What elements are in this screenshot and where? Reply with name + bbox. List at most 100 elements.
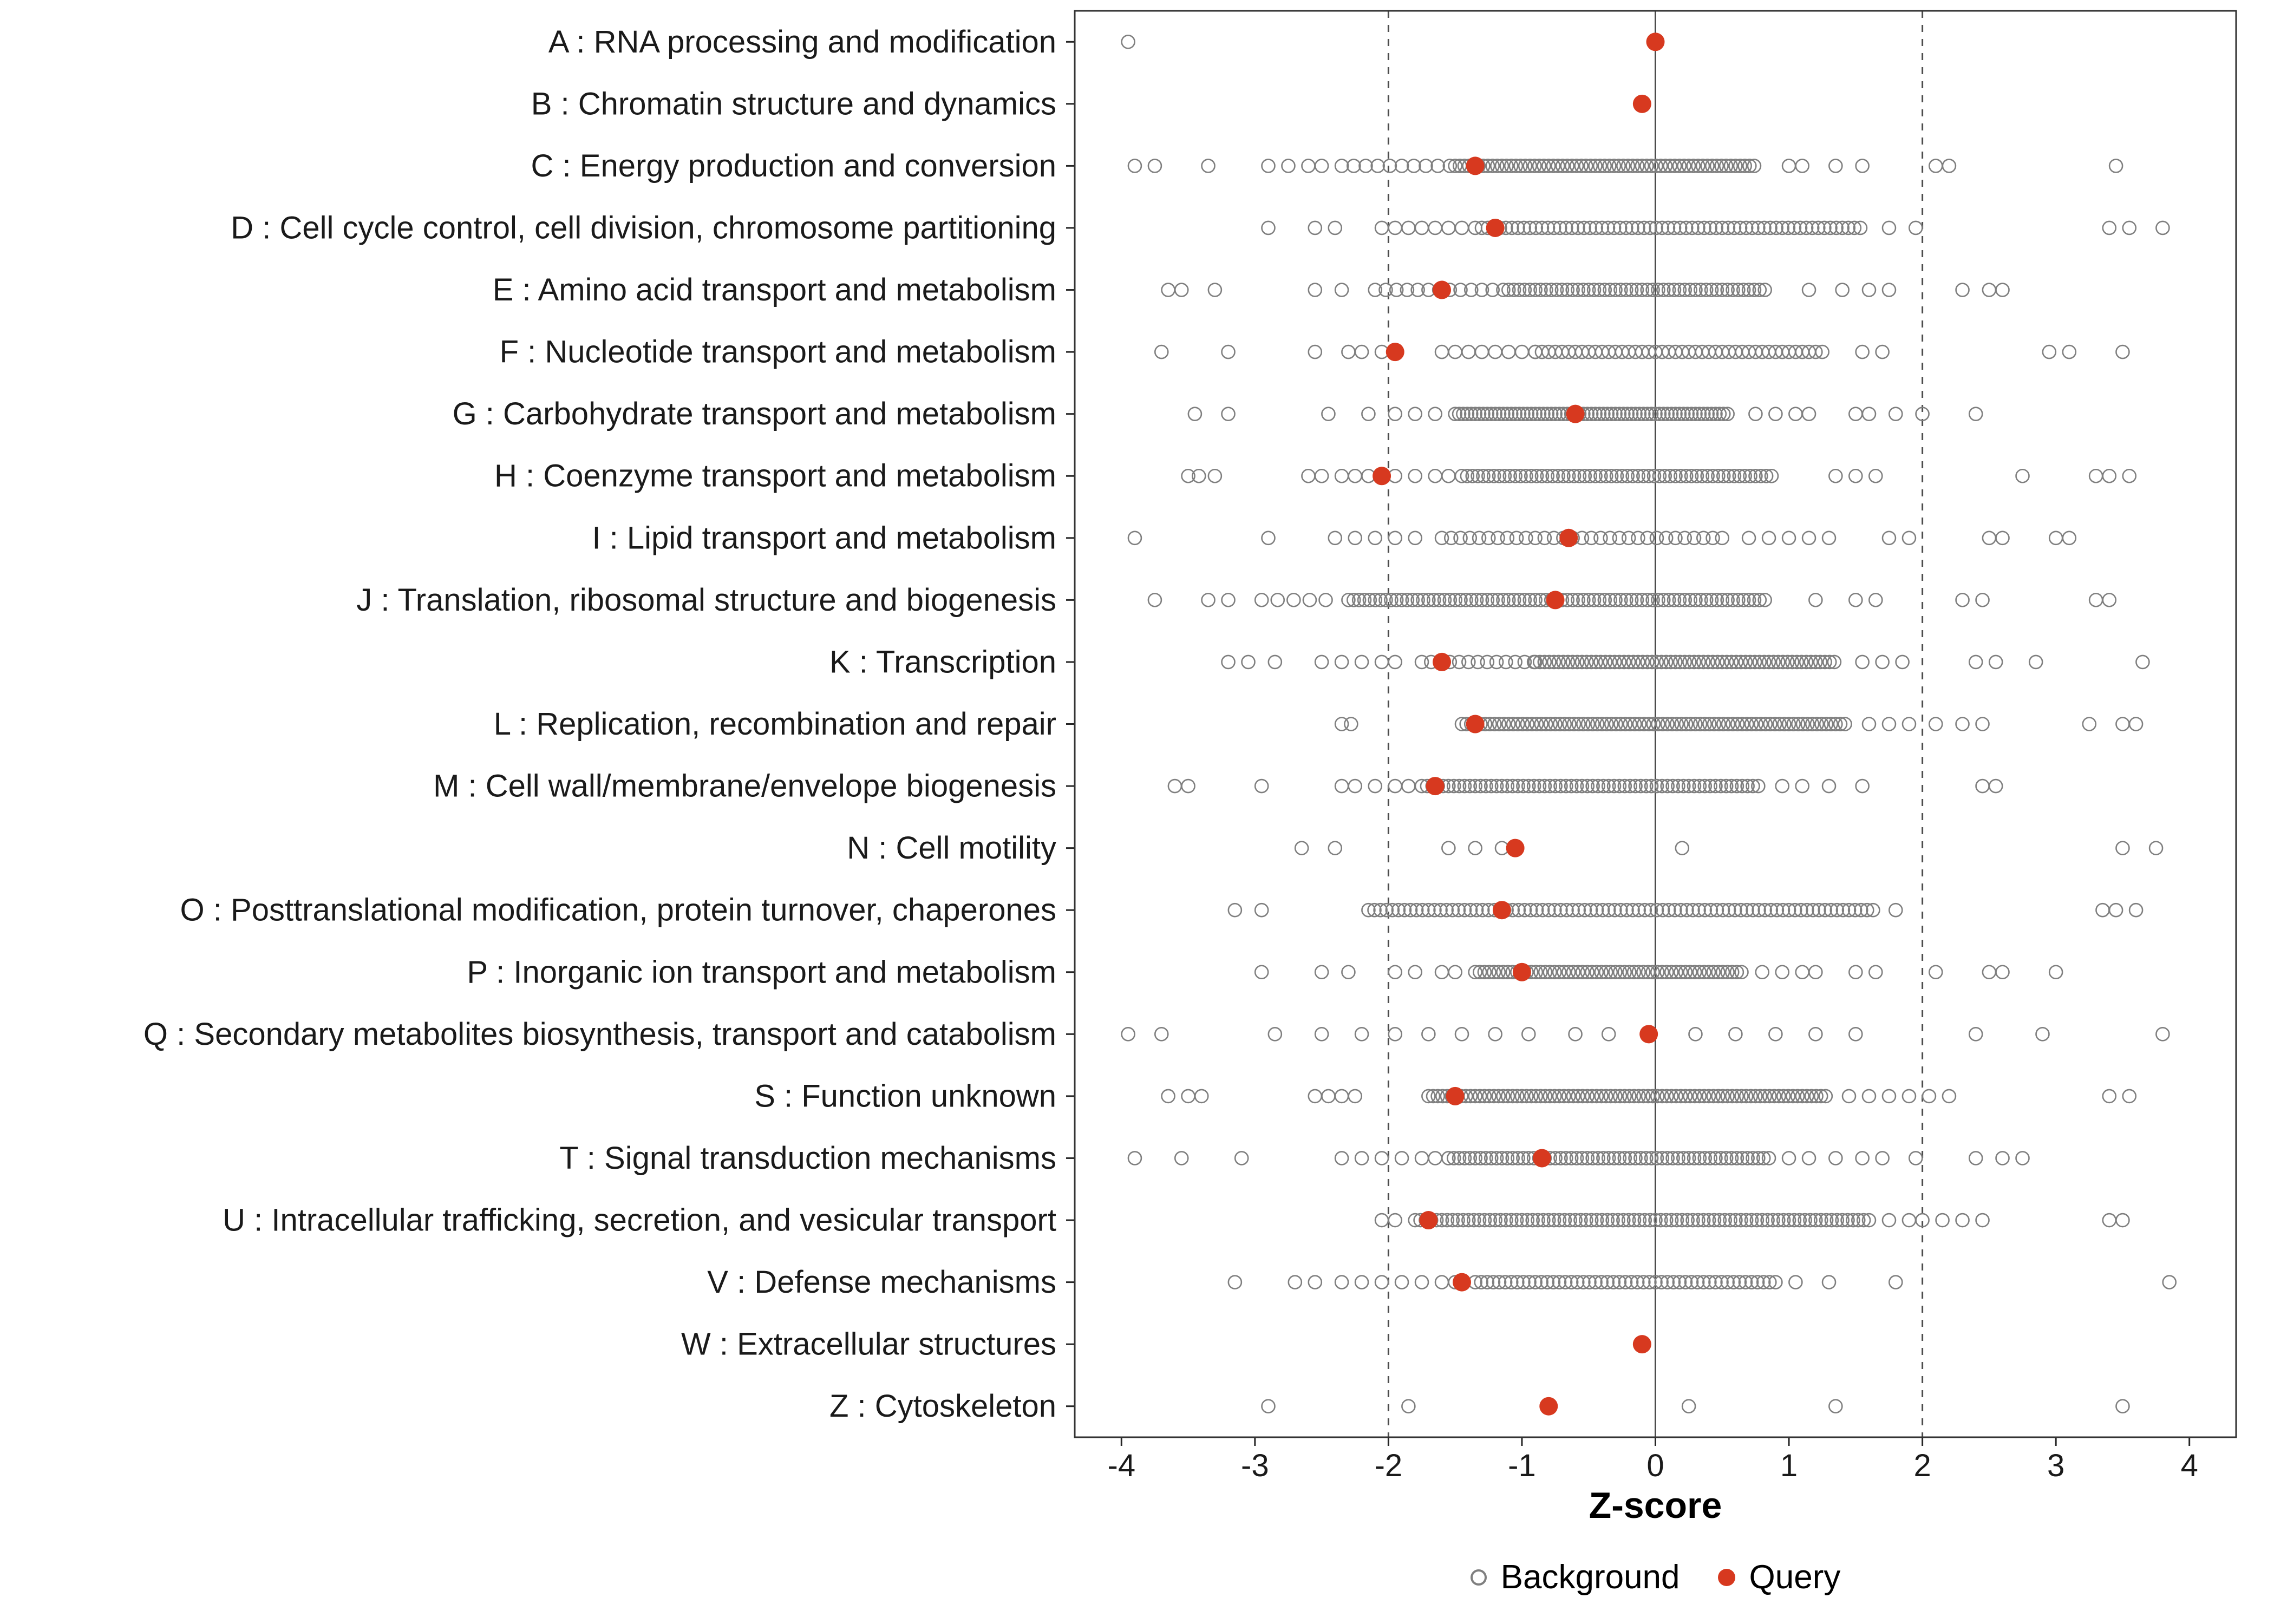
background-point (1600, 407, 1615, 421)
background-point (1709, 593, 1724, 607)
background-point (1578, 159, 1593, 173)
background-point (1403, 902, 1418, 918)
background-point (1704, 283, 1719, 297)
background-point (1564, 1275, 1579, 1289)
background-point (1508, 468, 1522, 483)
background-point (1419, 159, 1433, 173)
background-point (2102, 1089, 2117, 1104)
background-point (1761, 654, 1776, 670)
background-point (1368, 778, 1383, 794)
background-point (1692, 778, 1707, 794)
background-point (1409, 902, 1424, 918)
background-point (1727, 902, 1742, 918)
background-point (1489, 778, 1504, 794)
background-point (1459, 593, 1473, 607)
background-point (1685, 220, 1700, 235)
background-point (1637, 1213, 1652, 1228)
background-point (1502, 468, 1518, 483)
background-point (1618, 717, 1633, 731)
background-point (1742, 159, 1757, 173)
background-point (1654, 654, 1669, 670)
background-point (1688, 1027, 1703, 1042)
background-point (1678, 1089, 1693, 1104)
background-point (1717, 1213, 1733, 1228)
background-point (1463, 902, 1478, 918)
background-point (1388, 654, 1403, 670)
background-point (1468, 778, 1482, 794)
background-point (1521, 778, 1536, 794)
background-point (1346, 159, 1361, 173)
background-point (1513, 468, 1528, 483)
background-point (1585, 1151, 1600, 1165)
background-point (1606, 159, 1622, 173)
background-point (1757, 283, 1772, 297)
background-point (1631, 965, 1646, 980)
background-point (1147, 159, 1162, 173)
background-point (1463, 407, 1479, 421)
background-point (1720, 965, 1735, 980)
background-point (1786, 1089, 1800, 1104)
background-point (1565, 902, 1580, 918)
background-point (1800, 902, 1814, 918)
background-point (1600, 1275, 1615, 1289)
background-point (2115, 1399, 2130, 1414)
background-point (1457, 778, 1472, 794)
background-point (1626, 1213, 1642, 1228)
background-point (1528, 1275, 1543, 1289)
background-point (1589, 902, 1604, 918)
background-point (1508, 407, 1522, 421)
background-point (1671, 778, 1685, 794)
background-point (1421, 902, 1436, 918)
background-point (1668, 468, 1683, 483)
background-point (1421, 1027, 1436, 1042)
legend-label-background: Background (1500, 1558, 1680, 1596)
background-point (1207, 283, 1223, 297)
background-point (1715, 965, 1730, 980)
background-point (1668, 531, 1683, 546)
background-point (1709, 283, 1724, 297)
background-point (1531, 1213, 1545, 1228)
background-point (1995, 531, 2010, 546)
background-point (1127, 1151, 1142, 1165)
background-point (1473, 778, 1488, 794)
background-point (1690, 1275, 1705, 1289)
background-point (1672, 654, 1688, 670)
background-point (1546, 220, 1561, 235)
background-point (1334, 1275, 1349, 1289)
background-point (1469, 593, 1484, 607)
background-point (1687, 965, 1702, 980)
background-point (1374, 1151, 1389, 1165)
background-point (1476, 407, 1491, 421)
background-point (1674, 717, 1689, 731)
background-point (1853, 902, 1868, 918)
background-point (1636, 407, 1651, 421)
background-point (1612, 654, 1627, 670)
background-point (1757, 220, 1772, 235)
background-point (1847, 902, 1863, 918)
background-point (1787, 1213, 1802, 1228)
background-point (1616, 159, 1631, 173)
background-point (1828, 468, 1843, 483)
background-point (1720, 283, 1735, 297)
background-point (2128, 717, 2144, 731)
background-point (1589, 1213, 1604, 1228)
background-point (1611, 159, 1626, 173)
background-point (1415, 902, 1430, 918)
background-point (1741, 283, 1756, 297)
background-point (1480, 593, 1495, 607)
background-point (1803, 1213, 1818, 1228)
background-point (1648, 407, 1663, 421)
background-point (1735, 1151, 1750, 1165)
background-point (1361, 902, 1376, 918)
background-point (1975, 593, 1990, 607)
background-point (1500, 778, 1515, 794)
background-point (1654, 159, 1668, 173)
background-point (1566, 1089, 1581, 1104)
background-point (1595, 902, 1610, 918)
background-point (1635, 283, 1650, 297)
background-point (1551, 468, 1565, 483)
background-point (1201, 159, 1216, 173)
background-point (1505, 220, 1519, 235)
background-point (2062, 531, 2077, 546)
background-point (1314, 965, 1329, 980)
